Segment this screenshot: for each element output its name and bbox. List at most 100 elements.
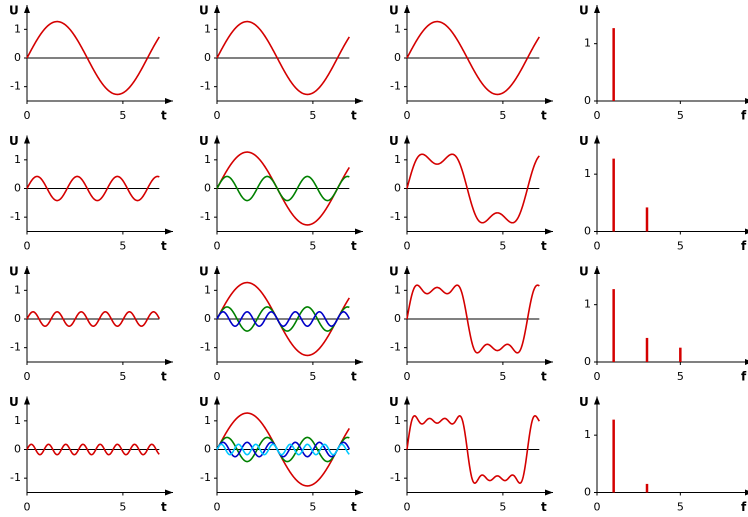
x-axis-label: t xyxy=(161,370,167,384)
x-tick-label: 5 xyxy=(677,240,684,253)
y-tick-label: 1 xyxy=(394,22,401,35)
x-tick-label: 5 xyxy=(499,240,506,253)
wave-curve xyxy=(216,441,351,458)
wave-curve xyxy=(216,311,351,327)
x-tick-label: 0 xyxy=(404,109,411,122)
y-tick-label: -1 xyxy=(390,80,401,93)
y-tick-label: 0 xyxy=(394,312,401,325)
y-tick-label: 1 xyxy=(584,167,591,180)
y-tick-label: 0 xyxy=(14,312,21,325)
y-tick-label: 0 xyxy=(584,225,591,238)
x-tick-label: 5 xyxy=(309,240,316,253)
y-tick-label: 1 xyxy=(584,428,591,441)
wave-curve xyxy=(216,443,350,456)
x-axis-arrow xyxy=(355,98,363,104)
x-axis-label: t xyxy=(161,239,167,253)
y-tick-label: -1 xyxy=(10,210,21,223)
x-axis-arrow xyxy=(745,489,748,496)
y-tick-label: 0 xyxy=(204,51,211,64)
y-axis-label: U xyxy=(9,134,19,148)
x-axis-arrow xyxy=(165,359,173,365)
x-tick-label: 5 xyxy=(119,109,126,122)
y-tick-label: -1 xyxy=(200,210,211,223)
x-axis-label: t xyxy=(351,370,357,384)
x-tick-label: 0 xyxy=(594,109,601,122)
y-tick-label: 0 xyxy=(394,182,401,195)
x-axis-label: t xyxy=(351,500,357,514)
y-tick-label: 1 xyxy=(204,414,211,427)
y-tick-label: 0 xyxy=(584,486,591,499)
y-tick-label: 1 xyxy=(204,283,211,296)
x-tick-label: 5 xyxy=(677,109,684,122)
wave-curve xyxy=(216,412,351,487)
x-tick-label: 0 xyxy=(24,370,31,383)
y-tick-label: -1 xyxy=(390,210,401,223)
y-tick-label: -1 xyxy=(10,80,21,93)
y-tick-label: 0 xyxy=(14,443,21,456)
y-axis-arrow xyxy=(594,135,600,144)
y-axis-label: U xyxy=(389,134,399,148)
y-axis-arrow xyxy=(404,135,410,144)
wave-curve xyxy=(26,443,160,456)
wave-curve xyxy=(26,20,161,96)
wave-curve xyxy=(406,20,541,96)
wave-curve xyxy=(26,175,160,202)
x-tick-label: 5 xyxy=(309,501,316,514)
x-axis-arrow xyxy=(545,228,553,235)
y-tick-label: 1 xyxy=(584,298,591,311)
y-axis-arrow xyxy=(404,396,410,405)
y-tick-label: 0 xyxy=(14,51,21,64)
y-axis-label: U xyxy=(9,395,19,409)
y-tick-label: 0 xyxy=(14,182,21,195)
y-tick-label: 1 xyxy=(394,283,401,296)
y-axis-label: U xyxy=(579,265,589,279)
y-tick-label: 1 xyxy=(394,153,401,166)
wave-curve xyxy=(406,284,540,354)
x-axis-arrow xyxy=(355,228,363,235)
y-axis-arrow xyxy=(404,5,410,13)
x-tick-label: 0 xyxy=(24,109,31,122)
y-axis-arrow xyxy=(594,396,600,405)
y-axis-label: U xyxy=(389,395,399,409)
y-tick-label: 0 xyxy=(394,443,401,456)
x-tick-label: 5 xyxy=(677,501,684,514)
y-tick-label: 1 xyxy=(584,37,591,50)
y-tick-label: 1 xyxy=(394,414,401,427)
y-axis-label: U xyxy=(389,265,399,279)
y-tick-label: -1 xyxy=(10,471,21,484)
y-tick-label: 0 xyxy=(584,355,591,368)
x-axis-label: t xyxy=(541,109,547,123)
x-tick-label: 5 xyxy=(309,370,316,383)
x-axis-label: t xyxy=(351,239,357,253)
x-tick-label: 5 xyxy=(119,501,126,514)
x-tick-label: 5 xyxy=(499,370,506,383)
x-axis-arrow xyxy=(545,359,553,365)
y-tick-label: -1 xyxy=(200,341,211,354)
x-tick-label: 5 xyxy=(677,370,684,383)
y-tick-label: 0 xyxy=(204,312,211,325)
y-tick-label: 0 xyxy=(204,182,211,195)
x-tick-label: 5 xyxy=(119,370,126,383)
x-tick-label: 0 xyxy=(404,240,411,253)
x-axis-arrow xyxy=(355,489,363,496)
y-axis-arrow xyxy=(214,135,220,144)
y-tick-label: 0 xyxy=(394,51,401,64)
x-axis-label: f xyxy=(741,500,747,514)
y-axis-label: U xyxy=(389,4,399,18)
x-tick-label: 0 xyxy=(594,240,601,253)
y-axis-arrow xyxy=(24,5,30,13)
y-tick-label: -1 xyxy=(200,471,211,484)
x-tick-label: 5 xyxy=(499,501,506,514)
wave-curve xyxy=(216,281,351,357)
x-axis-label: t xyxy=(541,239,547,253)
y-axis-arrow xyxy=(404,266,410,274)
x-tick-label: 5 xyxy=(119,240,126,253)
wave-curve xyxy=(406,153,540,224)
x-axis-arrow xyxy=(165,228,173,235)
y-axis-label: U xyxy=(579,134,589,148)
y-tick-label: 1 xyxy=(14,283,21,296)
wave-curve xyxy=(26,311,161,327)
x-tick-label: 0 xyxy=(24,501,31,514)
wave-curve xyxy=(216,151,351,226)
x-axis-arrow xyxy=(745,98,748,104)
